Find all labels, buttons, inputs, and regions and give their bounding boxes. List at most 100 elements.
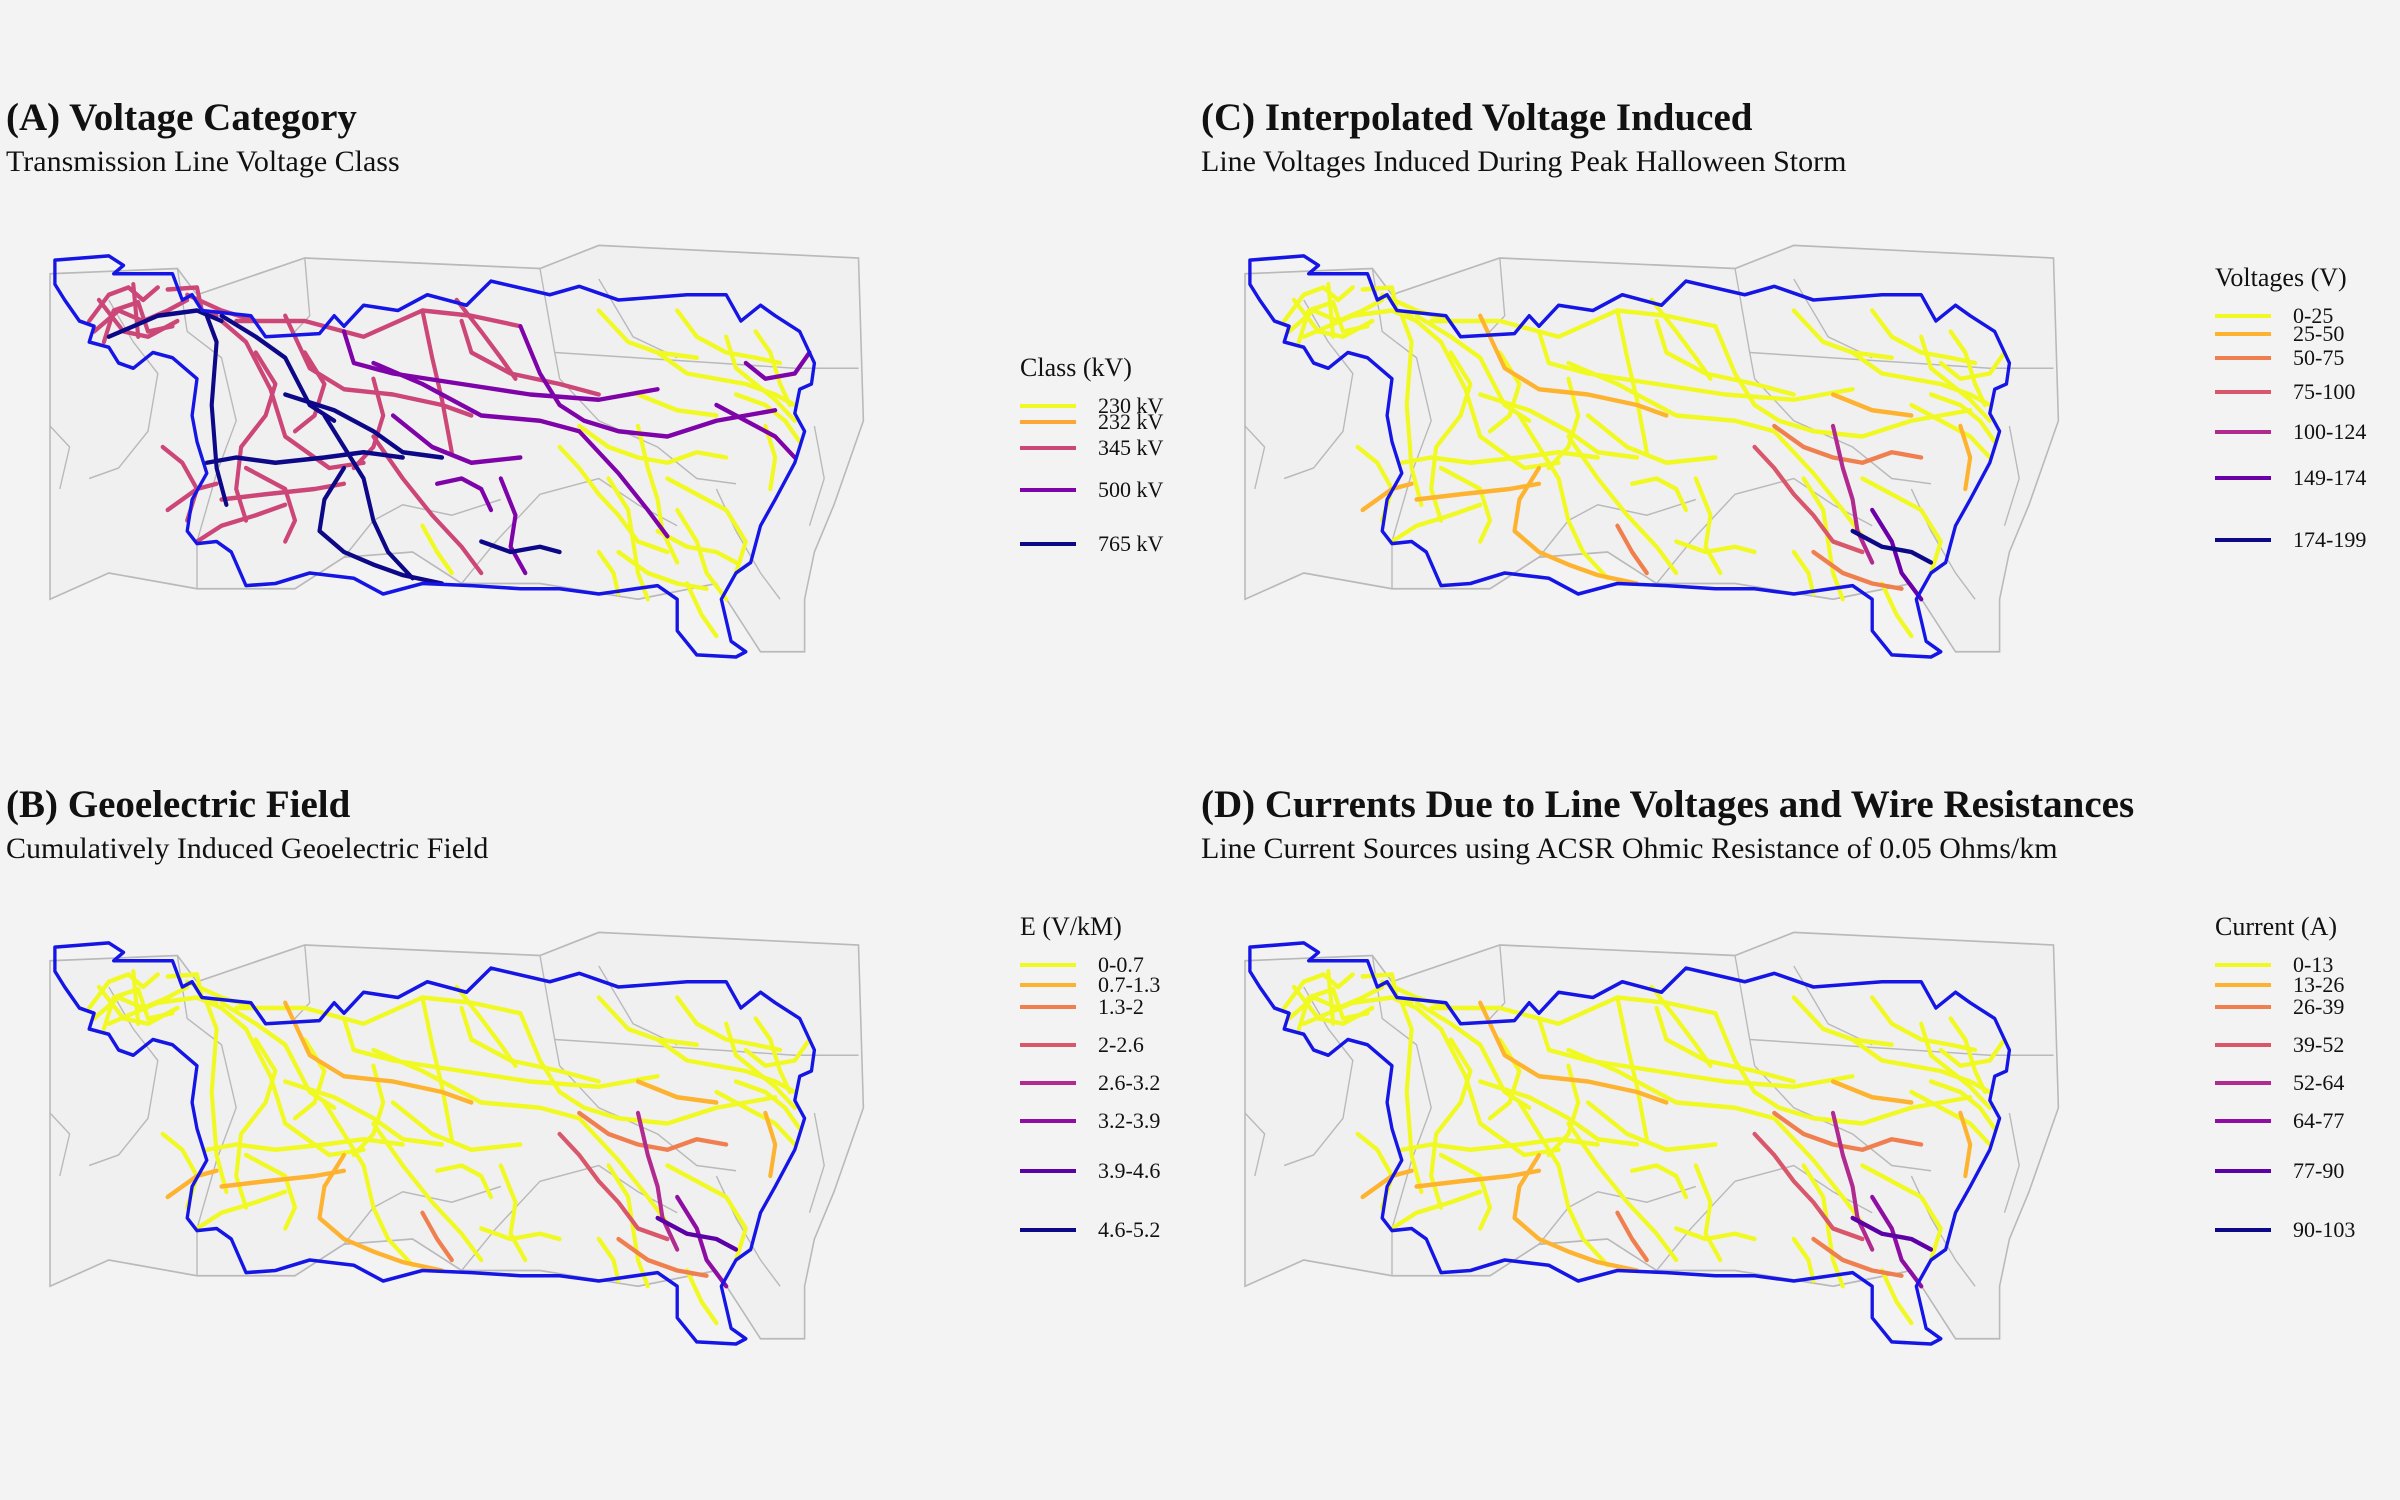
transmission-line: [234, 308, 523, 339]
service-territory-boundary: [1248, 254, 2012, 659]
transmission-line: [1399, 313, 1424, 507]
transmission-line: [435, 1163, 494, 1200]
legend-swatch: [1020, 404, 1076, 408]
state-border: [554, 351, 859, 369]
state-border: [1734, 268, 1756, 379]
transmission-line: [435, 476, 494, 513]
legend: Current (A) 0-13 13-26 26-39 39-52 52-64 64-7…: [2215, 912, 2355, 1242]
legend-item: 52-64: [2215, 1070, 2344, 1096]
legend-item: 345 kV: [1020, 435, 1163, 461]
legend-swatch: [2215, 390, 2271, 394]
transmission-line: [1879, 581, 1914, 639]
legend-label: 77-90: [2293, 1158, 2345, 1183]
transmission-line: [234, 350, 278, 523]
transmission-line: [1615, 308, 1649, 455]
legend-label: 0.7-1.3: [1098, 972, 1161, 997]
legend-item: 77-90: [2215, 1158, 2344, 1184]
transmission-line: [479, 1226, 562, 1242]
legend-item: 100-124: [2215, 419, 2366, 445]
transmission-line: [724, 1021, 797, 1110]
transmission-line: [655, 1215, 739, 1252]
transmission-line: [1938, 350, 2007, 381]
transmission-line: [724, 334, 797, 423]
transmission-line: [371, 1047, 670, 1226]
transmission-line: [498, 476, 528, 576]
transmission-line: [714, 1089, 797, 1147]
legend-item: 13-26: [2215, 972, 2344, 998]
transmission-line: [635, 392, 719, 418]
transmission-line: [1879, 1268, 1914, 1326]
legend-label: 232 kV: [1098, 409, 1164, 434]
transmission-line: [733, 392, 802, 444]
legend-swatch: [2215, 983, 2271, 987]
transmission-line: [1566, 434, 1679, 576]
transmission-line: [763, 1110, 778, 1179]
transmission-line: [1546, 376, 1581, 471]
legend-label: 1.3-2: [1098, 994, 1144, 1019]
state-border: [49, 425, 71, 490]
transmission-line: [1291, 297, 1375, 339]
legend-swatch: [2215, 476, 2271, 480]
state-border: [554, 1038, 859, 1056]
service-territory-boundary: [53, 254, 817, 659]
legend-label: 3.9-4.6: [1098, 1158, 1161, 1183]
transmission-line: [753, 1016, 792, 1095]
transmission-line: [606, 1163, 650, 1289]
transmission-line: [1438, 465, 1493, 544]
transmission-line: [616, 549, 709, 591]
transmission-line: [1850, 1215, 1934, 1252]
legend-label: 4.6-5.2: [1098, 1217, 1161, 1242]
transmission-line: [234, 995, 523, 1026]
legend-item: 50-75: [2215, 345, 2344, 371]
transmission-line: [1870, 308, 1978, 366]
legend-label: 90-103: [2293, 1217, 2356, 1242]
panel-title: (A) Voltage Category: [6, 96, 357, 139]
transmission-line: [1585, 413, 1718, 465]
transmission-line: [1791, 549, 1816, 597]
transmission-line: [371, 1121, 484, 1263]
state-border: [1283, 299, 1354, 480]
transmission-line: [675, 1194, 729, 1289]
transmission-line: [596, 995, 699, 1047]
legend-label: 0-25: [2293, 303, 2334, 328]
panel-c: (C) Interpolated Voltage Induced Line Vo…: [1195, 95, 2385, 775]
transmission-line: [675, 507, 729, 602]
legend-item: 64-77: [2215, 1108, 2344, 1134]
legend-item: 26-39: [2215, 994, 2344, 1020]
transmission-line: [684, 1268, 719, 1326]
transmission-map: [49, 931, 865, 1346]
transmission-line: [1478, 1000, 1669, 1105]
transmission-line: [459, 318, 601, 397]
transmission-line: [1801, 476, 1845, 602]
transmission-line: [292, 1037, 327, 1121]
legend-item: 765 kV: [1020, 531, 1163, 557]
panel-subtitle: Line Voltages Induced During Peak Hallow…: [1201, 145, 1847, 178]
legend-swatch: [2215, 963, 2271, 967]
transmission-line: [1791, 1236, 1816, 1284]
transmission-line: [185, 292, 258, 324]
transmission-line: [322, 413, 415, 581]
transmission-line: [1389, 1189, 1483, 1231]
transmission-line: [1566, 1121, 1679, 1263]
transmission-line: [665, 1163, 748, 1263]
transmission-line: [1414, 1168, 1542, 1189]
transmission-line: [1517, 1100, 1610, 1268]
transmission-line: [596, 1236, 621, 1284]
transmission-line: [1414, 481, 1542, 502]
transmission-line: [1830, 1110, 1875, 1252]
transmission-map: [1244, 931, 2060, 1346]
state-border: [1538, 498, 1696, 558]
legend-item: 149-174: [2215, 465, 2366, 491]
transmission-line: [1772, 423, 1924, 465]
transmission-line: [1478, 313, 1669, 418]
panel-b: (B) Geoelectric Field Cumulatively Induc…: [0, 782, 1190, 1462]
legend-swatch: [1020, 420, 1076, 424]
transmission-line: [1630, 476, 1689, 513]
transmission-line: [1399, 1000, 1424, 1194]
transmission-line: [596, 549, 621, 597]
transmission-line: [1870, 1194, 1924, 1289]
legend-label: 26-39: [2293, 994, 2345, 1019]
transmission-line: [1811, 1236, 1904, 1278]
legend-swatch: [1020, 1081, 1076, 1085]
transmission-line: [675, 308, 783, 366]
